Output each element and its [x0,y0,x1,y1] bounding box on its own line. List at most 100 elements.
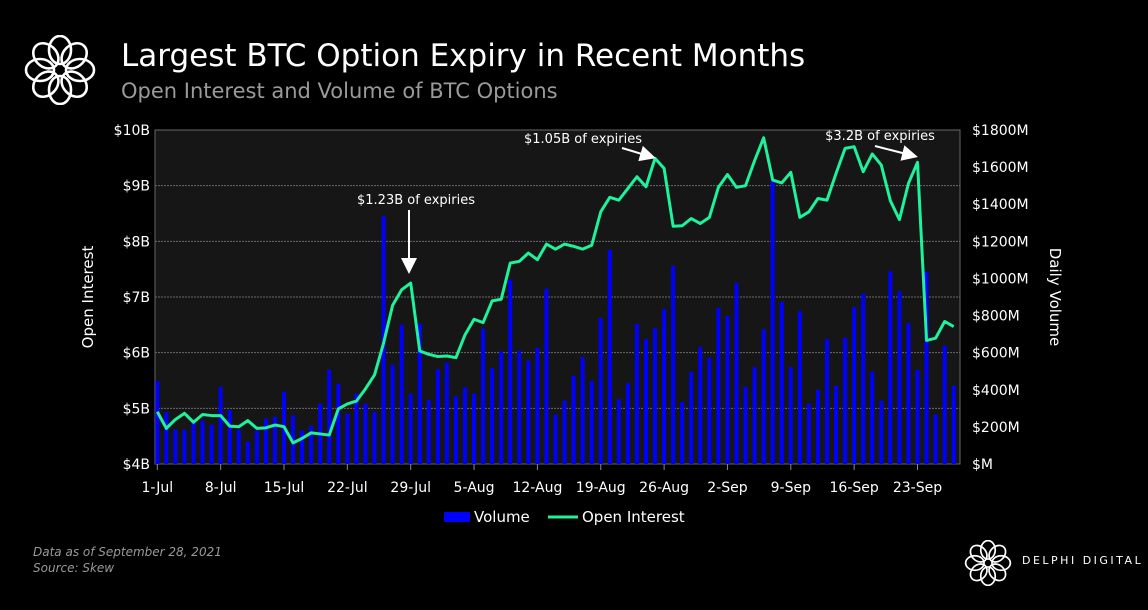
x-tick-label: 2-Sep [707,480,747,496]
volume-bar [933,414,938,464]
x-tick-label: 8-Jul [205,480,237,496]
x-tick-label: 1-Jul [141,480,173,496]
legend-oi-label: Open Interest [582,508,685,526]
logo-loop [964,554,985,572]
volume-bar [363,403,368,464]
right-tick-label: $200M [972,420,1020,436]
volume-bar [598,317,603,464]
volume-bar [309,425,314,464]
volume-bar [571,375,576,464]
legend-volume-swatch [444,512,470,522]
volume-bar [526,360,531,464]
left-tick-label: $4B [123,457,150,473]
logo-loop [31,41,60,70]
volume-bar [671,265,676,464]
volume-bar [472,393,477,464]
volume-bar [825,339,829,464]
volume-bar [589,381,594,464]
volume-bar [218,386,223,464]
volume-bar [517,350,522,464]
annotation-label: $3.2B of expiries [825,129,935,144]
logo-loop [979,566,997,586]
annotation-arrow [621,145,656,162]
volume-bar [417,323,422,464]
volume-bar [616,399,621,464]
logo-loop [969,544,988,563]
volume-bar [861,293,866,464]
volume-bar [607,249,612,464]
volume-bar [327,369,332,464]
brand-logo-icon [964,540,1012,586]
volume-bar [444,362,449,464]
logo-loop [991,554,1012,572]
logo-icon [24,35,96,105]
source-note: Source: Skew [33,561,115,575]
chart-title: Largest BTC Option Expiry in Recent Mont… [121,38,806,74]
volume-bar [761,329,766,464]
volume-bar [227,410,232,464]
volume-bar [843,337,848,464]
logo-loop [979,540,997,560]
x-tick-label: 15-Jul [264,480,305,496]
x-tick-label: 22-Jul [327,480,368,496]
x-tick-label: 26-Aug [639,480,689,496]
volume-bar [815,389,820,464]
left-tick-label: $5B [123,401,150,417]
left-tick-label: $10B [114,123,150,139]
volume-bar [345,413,350,464]
logo-loop [47,74,73,105]
right-tick-label: $1800M [972,123,1029,139]
left-tick-label: $8B [123,234,150,250]
volume-bar [716,307,721,464]
volume-bar [300,430,305,464]
x-tick-label: 23-Sep [893,480,942,496]
volume-bar [897,291,902,464]
logo-loop [969,563,988,582]
volume-bar [508,279,513,464]
volume-bar [743,386,748,464]
volume-bar [553,414,558,464]
volume-bar [644,339,648,464]
right-tick-label: $1200M [972,234,1029,250]
volume-bar [499,351,504,464]
x-tick-label: 5-Aug [454,480,495,496]
right-tick-label: $800M [972,309,1020,325]
volume-bar [191,421,196,464]
data-note: Data as of September 28, 2021 [33,545,222,559]
volume-bar [254,430,259,464]
logo-loop [60,70,89,99]
volume-bar [164,412,169,464]
volume-bar [788,367,793,464]
volume-bar [399,324,404,464]
volume-bar [426,399,431,464]
volume-bar [707,357,712,464]
volume-bar [634,323,639,464]
logo-loop [47,35,73,66]
volume-bar [580,357,585,464]
chart-subtitle: Open Interest and Volume of BTC Options [121,79,558,103]
volume-bar [680,402,685,464]
volume-bar [544,288,549,464]
volume-bar [453,396,458,464]
volume-bar [888,271,893,464]
volume-bar [173,429,178,464]
volume-bar [463,387,467,464]
volume-bar [662,309,667,464]
volume-bar [779,301,784,464]
volume-bar [852,307,857,464]
left-axis-label: Open Interest [79,246,97,349]
volume-bar [291,415,296,464]
volume-bar [535,347,540,464]
volume-bar [263,418,268,464]
volume-bar [245,441,250,464]
volume-bar [490,368,495,464]
volume-bar [435,369,440,464]
volume-bar [725,315,730,464]
logo-loop [64,57,96,83]
volume-bar [372,411,377,464]
logo-loop [60,41,89,70]
open-interest-line [155,136,955,445]
annotation-label: $1.05B of expiries [524,132,642,147]
x-tick-label: 19-Aug [576,480,626,496]
